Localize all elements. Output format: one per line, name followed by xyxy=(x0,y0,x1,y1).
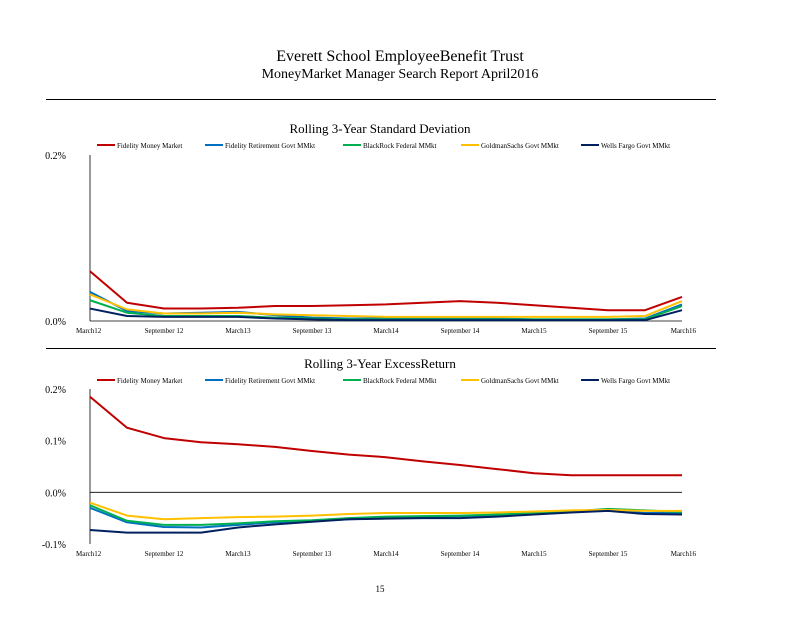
report-title: Everett School EmployeeBenefit Trust xyxy=(276,48,524,65)
x-tick-label: March16 xyxy=(671,327,697,335)
x-tick-label: March15 xyxy=(521,550,547,558)
legend-label-wells-fargo-govt-mmkt: Wells Fargo Govt MMkt xyxy=(601,142,670,150)
y-tick-label: 0.0% xyxy=(45,488,66,499)
x-tick-label: March14 xyxy=(373,327,399,335)
y-tick-label: 0.0% xyxy=(45,317,66,328)
x-tick-label: March13 xyxy=(225,550,251,558)
x-tick-label: September 13 xyxy=(293,327,332,335)
series-line-wells-fargo-govt-mmkt xyxy=(89,307,683,322)
x-tick-label: March12 xyxy=(76,550,102,558)
y-tick-label: 0.2% xyxy=(45,151,66,162)
x-tick-label: March16 xyxy=(671,550,697,558)
section-divider xyxy=(46,348,716,349)
series-line-blackrock-federal-mmkt xyxy=(89,504,683,526)
chart-title-excess-return: Rolling 3-Year ExcessReturn xyxy=(304,356,456,371)
y-tick-label: -0.1% xyxy=(42,540,66,551)
series-line-fidelity-money-market xyxy=(89,270,683,312)
legend-label-blackrock-federal-mmkt: BlackRock Federal MMkt xyxy=(363,142,437,150)
x-tick-label: September 14 xyxy=(441,327,480,335)
series-line-goldmansachs-govt-mmkt xyxy=(89,293,683,318)
y-tick-label: 0.2% xyxy=(45,385,66,396)
x-tick-label: September 13 xyxy=(293,550,332,558)
legend-label-fidelity-retirement-govt-mmkt: Fidelity Retirement Govt MMkt xyxy=(225,377,315,385)
legend-label-blackrock-federal-mmkt: BlackRock Federal MMkt xyxy=(363,377,437,385)
x-tick-label: March15 xyxy=(521,327,547,335)
y-tick-label: 0.1% xyxy=(45,437,66,448)
x-tick-label: September 15 xyxy=(589,327,628,335)
series-line-wells-fargo-govt-mmkt xyxy=(89,509,683,534)
legend-label-fidelity-money-market: Fidelity Money Market xyxy=(117,142,182,150)
series-line-goldmansachs-govt-mmkt xyxy=(89,501,682,521)
legend-label-fidelity-retirement-govt-mmkt: Fidelity Retirement Govt MMkt xyxy=(225,142,315,150)
legend-label-goldmansachs-govt-mmkt: GoldmanSachs Govt MMkt xyxy=(481,377,559,385)
x-tick-label: September 12 xyxy=(145,327,184,335)
x-tick-label: March13 xyxy=(225,327,251,335)
header-divider xyxy=(46,99,716,100)
legend-label-fidelity-money-market: Fidelity Money Market xyxy=(117,377,182,385)
page-number: 15 xyxy=(375,584,385,594)
legend-label-goldmansachs-govt-mmkt: GoldmanSachs Govt MMkt xyxy=(481,142,559,150)
x-tick-label: September 15 xyxy=(589,550,628,558)
x-tick-label: March14 xyxy=(373,550,399,558)
legend-label-wells-fargo-govt-mmkt: Wells Fargo Govt MMkt xyxy=(601,377,670,385)
series-line-fidelity-money-market xyxy=(89,395,682,477)
x-tick-label: September 12 xyxy=(145,550,184,558)
report-subtitle: MoneyMarket Manager Search Report April2… xyxy=(261,67,539,82)
chart-title-std-dev: Rolling 3-Year Standard Deviation xyxy=(289,121,471,136)
x-tick-label: September 14 xyxy=(441,550,480,558)
x-tick-label: March12 xyxy=(76,327,102,335)
